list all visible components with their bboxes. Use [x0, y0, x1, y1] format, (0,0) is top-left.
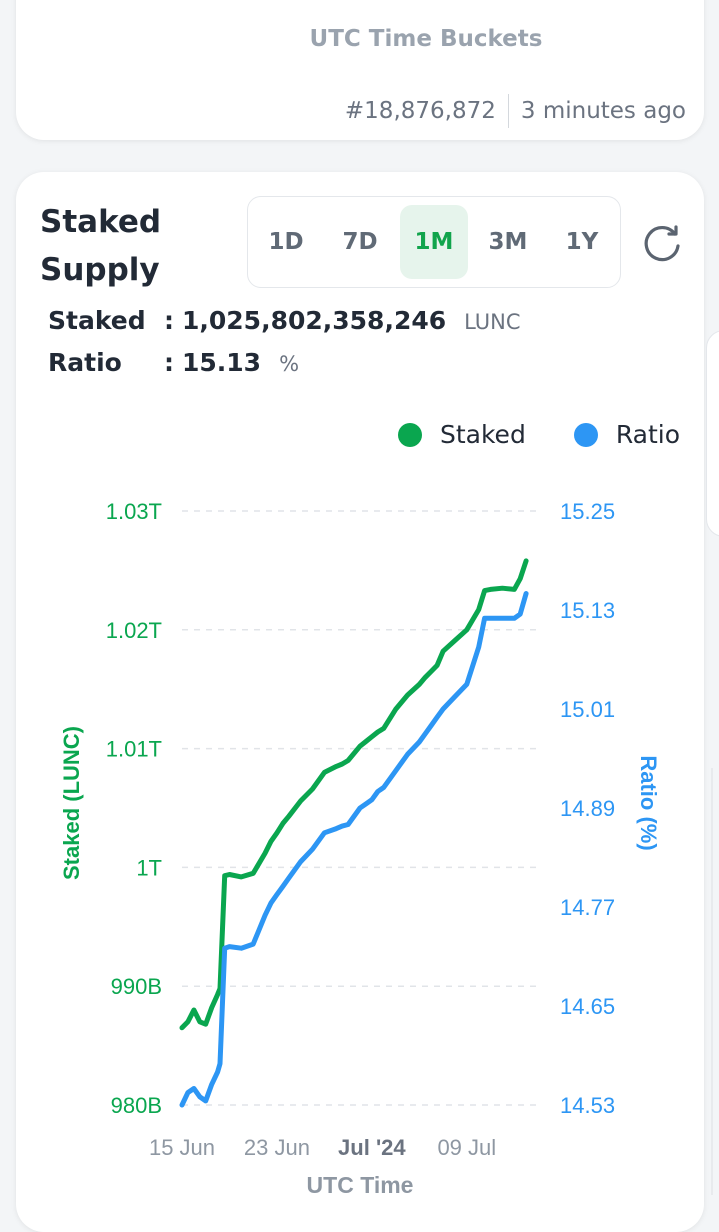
time-buckets-card: UTC Time Buckets #18,876,872 3 minutes a…: [16, 0, 704, 140]
ratio-stat: Ratio : 15.13 %: [48, 348, 521, 390]
y-left-tick-label: 1.02T: [106, 618, 162, 643]
legend-label: Staked: [439, 420, 526, 449]
tab-1m[interactable]: 1M: [400, 205, 468, 279]
y-left-tick-label: 1.03T: [106, 499, 162, 524]
colon: :: [164, 306, 174, 335]
y-right-tick-label: 14.77: [560, 895, 615, 920]
y-left-tick-label: 980B: [111, 1093, 162, 1118]
y-left-tick-label: 990B: [111, 974, 162, 999]
tab-1d[interactable]: 1D: [268, 229, 304, 255]
tab-3m[interactable]: 3M: [488, 229, 528, 255]
tab-1y[interactable]: 1Y: [565, 229, 599, 255]
x-tick-label: 15 Jun: [149, 1135, 215, 1160]
y-left-tick-label: 1T: [136, 855, 162, 880]
staked-stat: Staked : 1,025,802,358,246 LUNC: [48, 306, 521, 348]
y-left-tick-label: 1.01T: [106, 737, 162, 762]
side-panel-handle[interactable]: [706, 330, 719, 537]
x-tick-label: 09 Jul: [437, 1135, 496, 1160]
chart-legend: Staked Ratio: [350, 420, 680, 449]
ratio-value: 15.13: [182, 348, 262, 377]
colon: :: [164, 348, 174, 377]
scrollbar[interactable]: [711, 768, 713, 1195]
legend-staked[interactable]: Staked: [397, 420, 526, 449]
staked-value: 1,025,802,358,246: [182, 306, 447, 335]
divider: [507, 94, 509, 128]
y-left-axis-title: Staked (LUNC): [59, 726, 84, 880]
staked-ratio-chart: 980B 990B 1T 1.01T 1.02T 1.03T 14.53 14.65 14.77…: [59, 499, 661, 1195]
updated-time: 3 minutes ago: [520, 98, 686, 124]
stats-summary: Staked : 1,025,802,358,246 LUNC Ratio : …: [48, 306, 521, 390]
x-axis-title: UTC Time: [307, 1172, 414, 1195]
ratio-label: Ratio: [48, 348, 122, 377]
legend-ratio[interactable]: Ratio: [573, 420, 680, 449]
card-title: Staked Supply: [40, 204, 162, 288]
ratio-unit: %: [279, 352, 300, 376]
ratio-dot-icon: [573, 422, 598, 447]
tab-7d[interactable]: 7D: [342, 229, 378, 255]
x-axis-title: UTC Time Buckets: [309, 26, 543, 52]
y-right-tick-label: 14.89: [560, 796, 615, 821]
y-right-tick-label: 14.65: [560, 994, 615, 1019]
y-right-tick-label: 15.01: [560, 697, 615, 722]
time-range-tabs: 1D 7D 1M 3M 1Y: [247, 196, 621, 288]
refresh-icon[interactable]: [639, 220, 685, 266]
series-line-staked: [179, 558, 529, 1031]
y-right-tick-label: 14.53: [560, 1093, 615, 1118]
staked-supply-card: Staked Supply 1D 7D 1M 3M 1Y Staked : 1,…: [16, 172, 704, 1232]
y-right-tick-label: 15.13: [560, 598, 615, 623]
block-number[interactable]: #18,876,872: [344, 98, 496, 124]
staked-unit: LUNC: [464, 310, 521, 334]
y-right-tick-label: 15.25: [560, 499, 615, 524]
block-info: #18,876,872 3 minutes ago: [345, 94, 686, 128]
staked-dot-icon: [397, 422, 422, 447]
series-line-ratio: [179, 591, 529, 1108]
staked-label: Staked: [48, 306, 146, 335]
x-tick-label: Jul '24: [338, 1135, 406, 1160]
y-right-axis-title: Ratio (%): [636, 755, 661, 850]
legend-label: Ratio: [615, 420, 680, 449]
x-tick-label: 23 Jun: [244, 1135, 310, 1160]
